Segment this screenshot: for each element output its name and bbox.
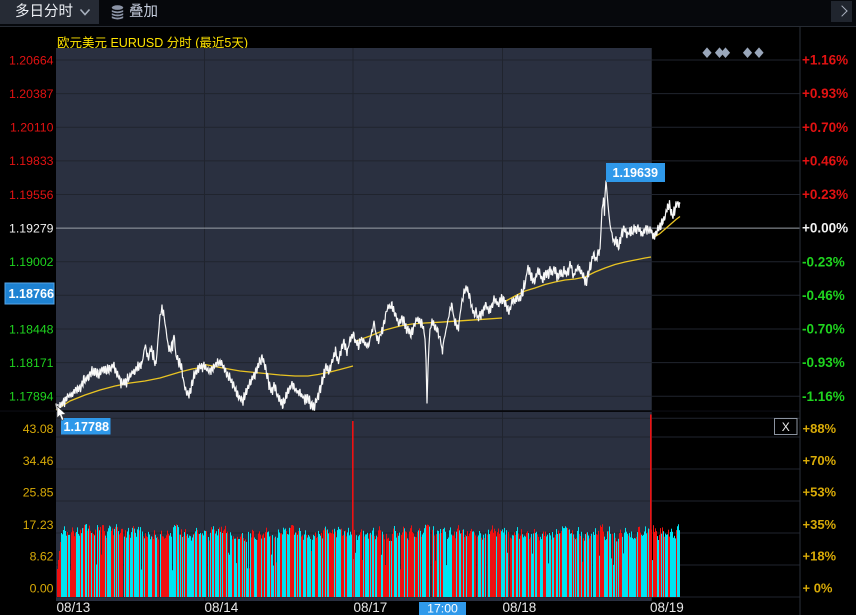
svg-text:08/14: 08/14: [205, 600, 239, 615]
svg-text:1.19279: 1.19279: [9, 221, 54, 235]
svg-text:0.00: 0.00: [30, 582, 54, 596]
svg-text:1.20110: 1.20110: [10, 121, 54, 135]
svg-text:1.17788: 1.17788: [64, 420, 110, 434]
svg-text:1.18171: 1.18171: [9, 356, 54, 370]
svg-text:+0.46%: +0.46%: [802, 154, 848, 169]
svg-text:08/18: 08/18: [503, 600, 537, 615]
svg-text:+53%: +53%: [803, 485, 837, 500]
svg-text:1.19639: 1.19639: [613, 166, 659, 180]
svg-text:1.18766: 1.18766: [9, 287, 55, 301]
svg-text:+0.00%: +0.00%: [802, 221, 848, 236]
svg-text:1.20387: 1.20387: [9, 87, 54, 101]
svg-text:17:00: 17:00: [427, 601, 458, 615]
svg-text:1.19556: 1.19556: [9, 188, 54, 202]
svg-text:+1.16%: +1.16%: [802, 53, 848, 68]
svg-text:-0.46%: -0.46%: [802, 288, 845, 303]
svg-text:1.20664: 1.20664: [9, 53, 54, 67]
svg-text:+0.70%: +0.70%: [802, 120, 848, 135]
svg-text:1.18448: 1.18448: [9, 322, 54, 336]
svg-text:43.08: 43.08: [23, 422, 54, 436]
svg-text:X: X: [782, 420, 790, 434]
svg-text:1.19002: 1.19002: [9, 255, 54, 269]
svg-text:1.19833: 1.19833: [9, 154, 54, 168]
svg-text:+18%: +18%: [803, 549, 837, 564]
svg-text:08/17: 08/17: [354, 600, 388, 615]
svg-text:+0.23%: +0.23%: [802, 187, 848, 202]
svg-text:-0.70%: -0.70%: [802, 322, 845, 337]
svg-text:34.46: 34.46: [23, 454, 54, 468]
svg-text:+88%: +88%: [803, 421, 837, 436]
svg-text:8.62: 8.62: [30, 550, 54, 564]
svg-text:-0.93%: -0.93%: [802, 355, 845, 370]
svg-text:+70%: +70%: [803, 453, 837, 468]
svg-text:-0.23%: -0.23%: [802, 254, 845, 269]
svg-text:+35%: +35%: [803, 517, 837, 532]
svg-text:+0.93%: +0.93%: [802, 86, 848, 101]
svg-text:25.85: 25.85: [23, 486, 54, 500]
svg-text:1.17894: 1.17894: [9, 390, 54, 404]
svg-text:08/13: 08/13: [57, 600, 91, 615]
svg-text:08/19: 08/19: [650, 600, 684, 615]
svg-text:17.23: 17.23: [23, 518, 54, 532]
svg-text:+ 0%: + 0%: [803, 581, 833, 596]
svg-text:-1.16%: -1.16%: [802, 389, 845, 404]
